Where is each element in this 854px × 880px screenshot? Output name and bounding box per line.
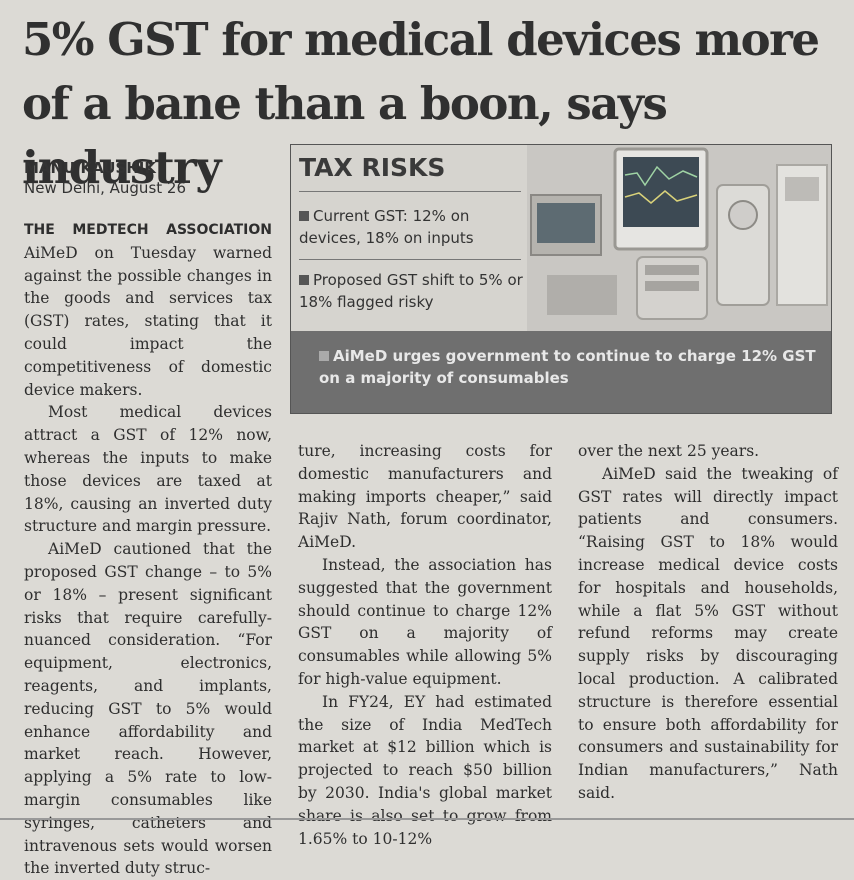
paragraph: over the next 25 years.	[578, 442, 760, 460]
factbox-item: Proposed GST shift to 5% or 18% flagged …	[299, 271, 523, 311]
factbox: TAX RISKS Current GST: 12% on devices, 1…	[290, 144, 832, 414]
byline-author: MANU KAUSHIK	[24, 159, 157, 177]
paragraph: In FY24, EY had estimated the size of In…	[298, 692, 552, 848]
factbox-callout-text: AiMeD urges government to continue to ch…	[319, 347, 816, 387]
medical-equipment-illustration	[527, 145, 831, 331]
factbox-title: TAX RISKS	[299, 153, 446, 182]
article-column-2: ture, increasing costs for domestic manu…	[298, 440, 552, 850]
lead-caps: THE MEDTECH ASSOCIATION	[24, 222, 272, 238]
paragraph: ture, increasing costs for domestic manu…	[298, 442, 552, 552]
medical-equipment-photo	[527, 145, 831, 331]
headline: 5% GST for medical devices more of a ban…	[22, 13, 820, 194]
factbox-callout: AiMeD urges government to continue to ch…	[291, 331, 831, 413]
article-column-1: THE MEDTECH ASSOCIATION AiMeD on Tuesday…	[24, 218, 272, 880]
factbox-item: Current GST: 12% on devices, 18% on inpu…	[299, 207, 474, 247]
factbox-rule	[299, 191, 521, 192]
paragraph: AiMeD cautioned that the proposed GST ch…	[24, 540, 272, 878]
article-column-3: over the next 25 years. AiMeD said the t…	[578, 440, 838, 805]
factbox-rule	[299, 259, 521, 260]
paragraph: AiMeD said the tweaking of GST rates wil…	[578, 464, 838, 802]
paragraph: THE MEDTECH ASSOCIATION AiMeD on Tuesday…	[24, 222, 272, 399]
bullet-square-icon	[299, 211, 309, 221]
paragraph: Instead, the association has suggested t…	[298, 555, 552, 688]
bullet-square-icon	[299, 275, 309, 285]
byline: MANU KAUSHIK New Delhi, August 26	[24, 158, 186, 198]
bullet-square-icon	[319, 351, 329, 361]
paragraph: Most medical devices attract a GST of 12…	[24, 403, 272, 536]
byline-dateline: New Delhi, August 26	[24, 179, 186, 197]
page-divider	[0, 818, 854, 820]
